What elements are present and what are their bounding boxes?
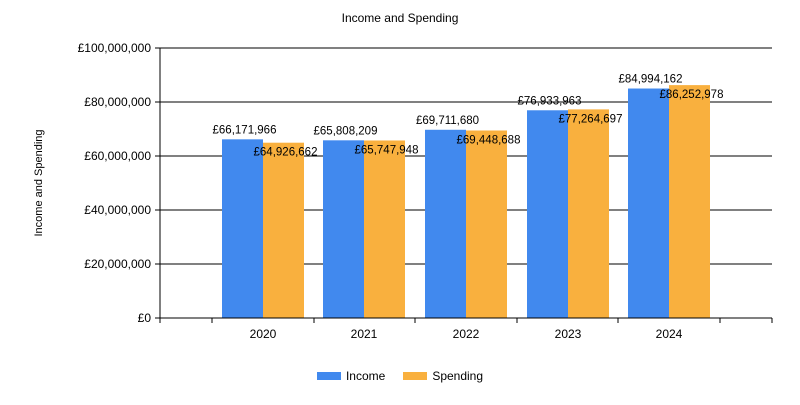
bar-income [527, 110, 568, 319]
bar-spending [364, 140, 405, 318]
data-label-spending: £69,448,688 [457, 134, 521, 146]
chart-title: Income and Spending [342, 11, 459, 25]
y-tick-label: £60,000,000 [84, 149, 151, 163]
data-label-spending: £65,747,948 [355, 144, 419, 156]
x-tick-label: 2020 [250, 327, 277, 341]
bar-income [323, 140, 364, 318]
legend-swatch-income [316, 372, 341, 380]
y-tick-label: £20,000,000 [84, 257, 151, 271]
legend: Income Spending [0, 366, 800, 386]
bar-spending [466, 130, 507, 318]
y-tick-label: £100,000,000 [78, 41, 152, 55]
bars [222, 85, 710, 319]
legend-swatch-spending [403, 372, 428, 380]
bar-income [425, 129, 466, 318]
legend-label-spending: Spending [432, 369, 484, 383]
data-label-income: £66,171,966 [213, 124, 277, 136]
data-label-income: £65,808,209 [314, 125, 378, 137]
bar-spending [568, 109, 609, 318]
data-label-spending: £86,252,978 [660, 89, 724, 101]
axes: £0 £20,000,000 £40,000,000 £60,000,000 £80,0… [78, 41, 773, 341]
data-label-income: £84,994,162 [619, 74, 683, 86]
y-tick-label: £80,000,000 [84, 95, 151, 109]
data-label-income: £69,711,680 [416, 115, 479, 127]
data-label-spending: £77,264,697 [559, 113, 623, 125]
legend-item-spending: Spending [403, 369, 483, 383]
bar-spending [669, 85, 710, 318]
x-tick-label: 2021 [351, 327, 378, 341]
y-tick-label: £40,000,000 [84, 203, 151, 217]
x-tick-label: 2023 [555, 327, 582, 341]
y-tick-label: £0 [138, 311, 152, 325]
bar-income [628, 88, 669, 318]
data-label-spending: £64,926,662 [254, 147, 318, 159]
legend-item-income: Income [316, 369, 386, 383]
x-tick-label: 2022 [453, 327, 480, 341]
bar-spending [263, 142, 304, 318]
y-axis-label: Income and Spending [33, 129, 45, 236]
x-tick-label: 2024 [656, 327, 683, 341]
legend-label-income: Income [345, 369, 386, 383]
data-label-income: £76,933,963 [518, 95, 582, 107]
data-labels: £66,171,966 £65,808,209 £69,711,680 £76,933… [213, 74, 724, 159]
bar-income [222, 139, 263, 318]
